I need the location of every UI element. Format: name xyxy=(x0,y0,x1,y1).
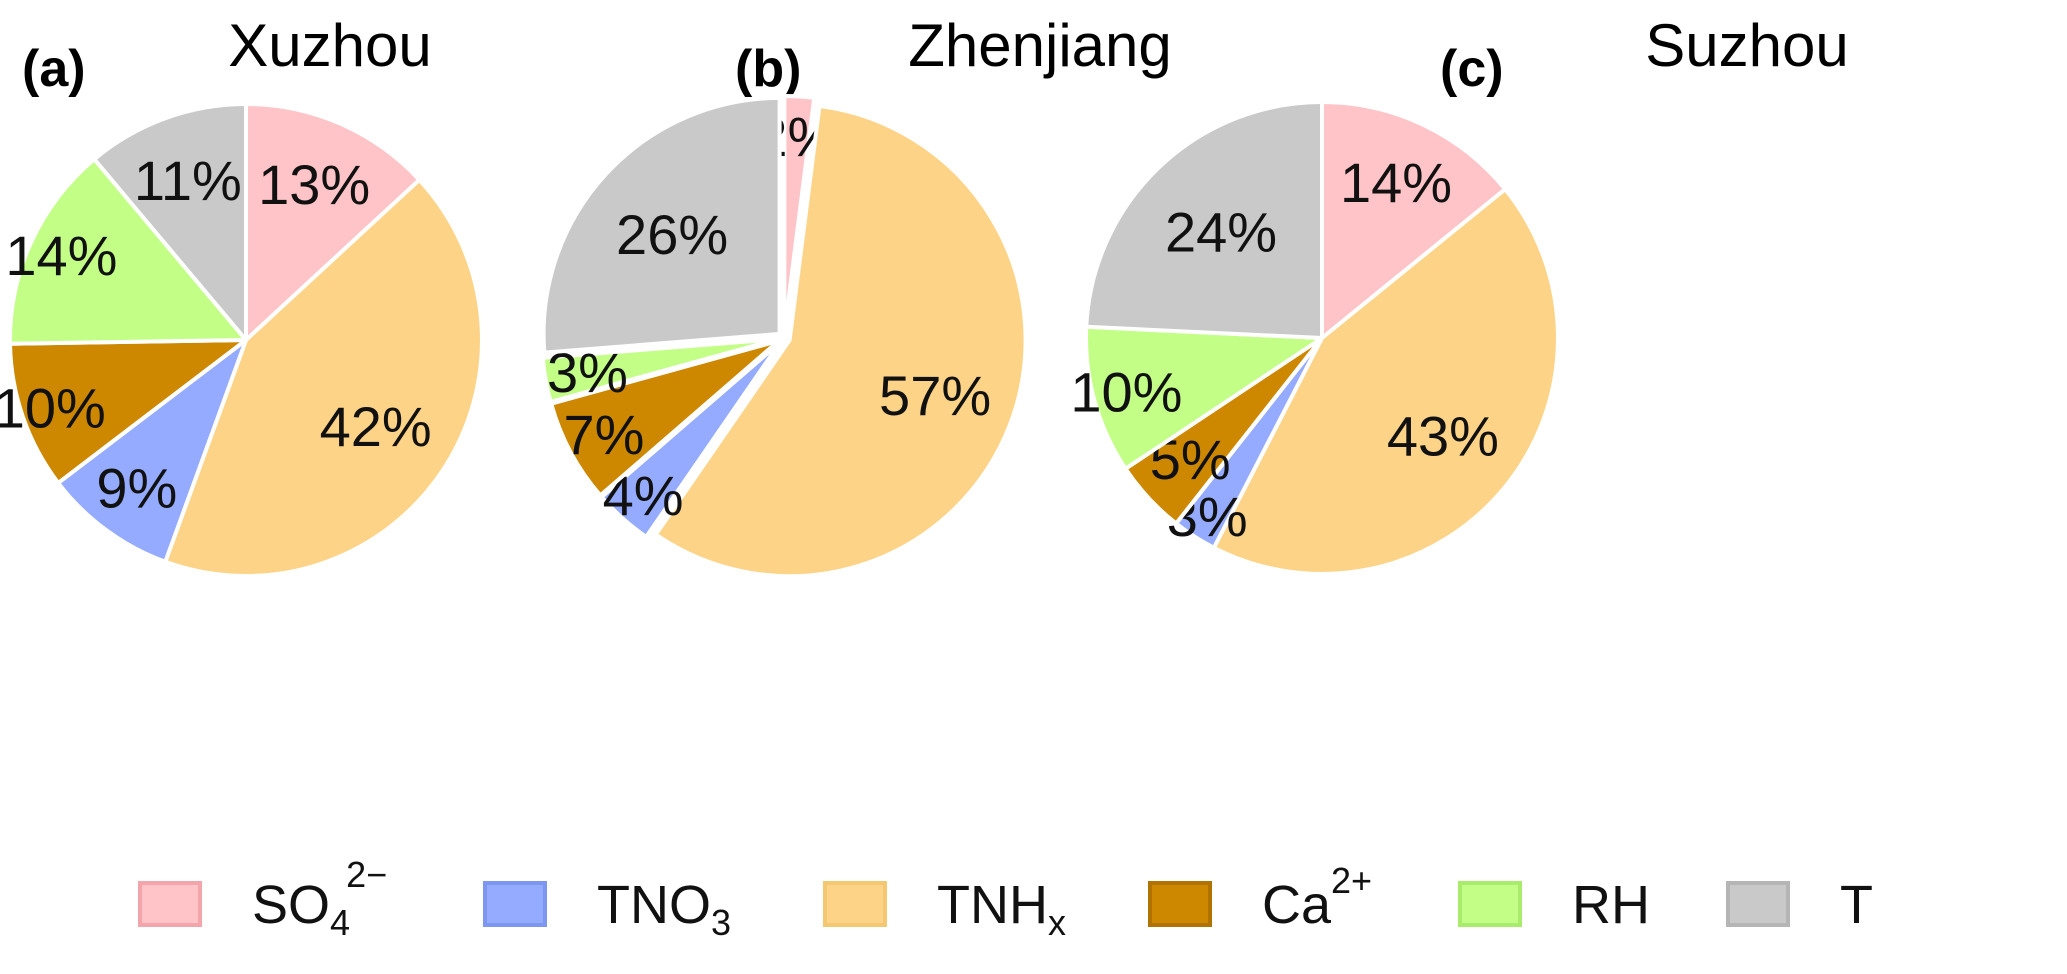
pie-slice-t xyxy=(92,102,248,342)
pie-slices: 14%43%3%5%10%24% xyxy=(1070,100,1560,576)
legend-label: SO42− xyxy=(252,854,387,943)
legend-item-ca: Ca2+ xyxy=(1148,860,1372,935)
slice-label: 9% xyxy=(96,457,177,520)
legend-label: T xyxy=(1840,875,1873,935)
legend-item-tno3: TNO3 xyxy=(483,875,731,943)
panel-letter: (c) xyxy=(1440,40,1504,98)
legend-item-tnh: TNHx xyxy=(823,875,1066,943)
legend-swatch xyxy=(1726,881,1790,927)
pie-slice-t xyxy=(1084,100,1324,340)
pie-slice-ca xyxy=(8,338,248,485)
pie-slice-ca xyxy=(549,338,781,498)
legend-item-t: T xyxy=(1726,875,1873,935)
panel-letter: (b) xyxy=(735,40,801,98)
legend-item-so4: SO42− xyxy=(138,854,387,943)
slice-label: 7% xyxy=(564,403,645,466)
legend-swatch xyxy=(823,881,887,927)
slice-label: 10% xyxy=(1070,361,1182,424)
pie-slice-so4 xyxy=(1320,100,1508,340)
chart-legend: SO42− TNO3 TNHx Ca2+ RH T xyxy=(138,854,1873,943)
pie-slice-so4 xyxy=(782,94,817,335)
slice-label: 10% xyxy=(0,376,106,439)
pie-panel-xuzhou: (a) Xuzhou 13% 42% 9% 10% 14% 11% xyxy=(0,12,484,578)
slice-label: 14% xyxy=(5,224,117,287)
legend-label: Ca2+ xyxy=(1262,860,1372,935)
slice-label: 57% xyxy=(879,364,991,427)
pie-panel-suzhou: (c) Suzhou 14%43%3%5%10%24% xyxy=(1070,12,1849,576)
pie-panel-zhenjiang: (b) Zhenjiang 2%57%4%7%3%26% xyxy=(540,12,1172,579)
pie-slice-tnh xyxy=(163,177,484,578)
pie-slice-so4 xyxy=(244,102,422,342)
pie-slices: 13% 42% 9% 10% 14% 11% xyxy=(0,102,484,578)
pie-slice-rh xyxy=(1084,324,1324,471)
pie-slice-t xyxy=(541,95,782,355)
legend-swatch xyxy=(483,881,547,927)
legend-label: RH xyxy=(1572,875,1650,935)
slice-label: 24% xyxy=(1165,201,1277,264)
legend-label: TNHx xyxy=(937,875,1066,943)
panel-title: Suzhou xyxy=(1645,12,1849,79)
pie-slice-tnh xyxy=(653,104,1028,579)
slice-label: 11% xyxy=(134,149,242,212)
slice-label: 42% xyxy=(320,395,432,458)
panel-title: Xuzhou xyxy=(228,12,432,79)
pie-slice-rh xyxy=(8,157,248,346)
slice-label: 43% xyxy=(1387,405,1499,468)
pie-slices: 2%57%4%7%3%26% xyxy=(540,94,1028,579)
slice-label: 14% xyxy=(1340,151,1452,214)
panel-title: Zhenjiang xyxy=(908,12,1172,79)
legend-item-rh: RH xyxy=(1458,875,1650,935)
panel-letter: (a) xyxy=(22,40,86,98)
pie-slice-tno3 xyxy=(599,340,782,539)
slice-label: 26% xyxy=(616,203,728,266)
pie-slice-rh xyxy=(540,337,781,404)
legend-label: TNO3 xyxy=(597,875,731,943)
slice-label: 13% xyxy=(258,153,370,216)
legend-swatch xyxy=(1458,881,1522,927)
pie-slice-tno3 xyxy=(56,338,248,564)
pie-slice-tnh xyxy=(1211,187,1560,576)
legend-swatch xyxy=(1148,881,1212,927)
legend-swatch xyxy=(138,881,202,927)
